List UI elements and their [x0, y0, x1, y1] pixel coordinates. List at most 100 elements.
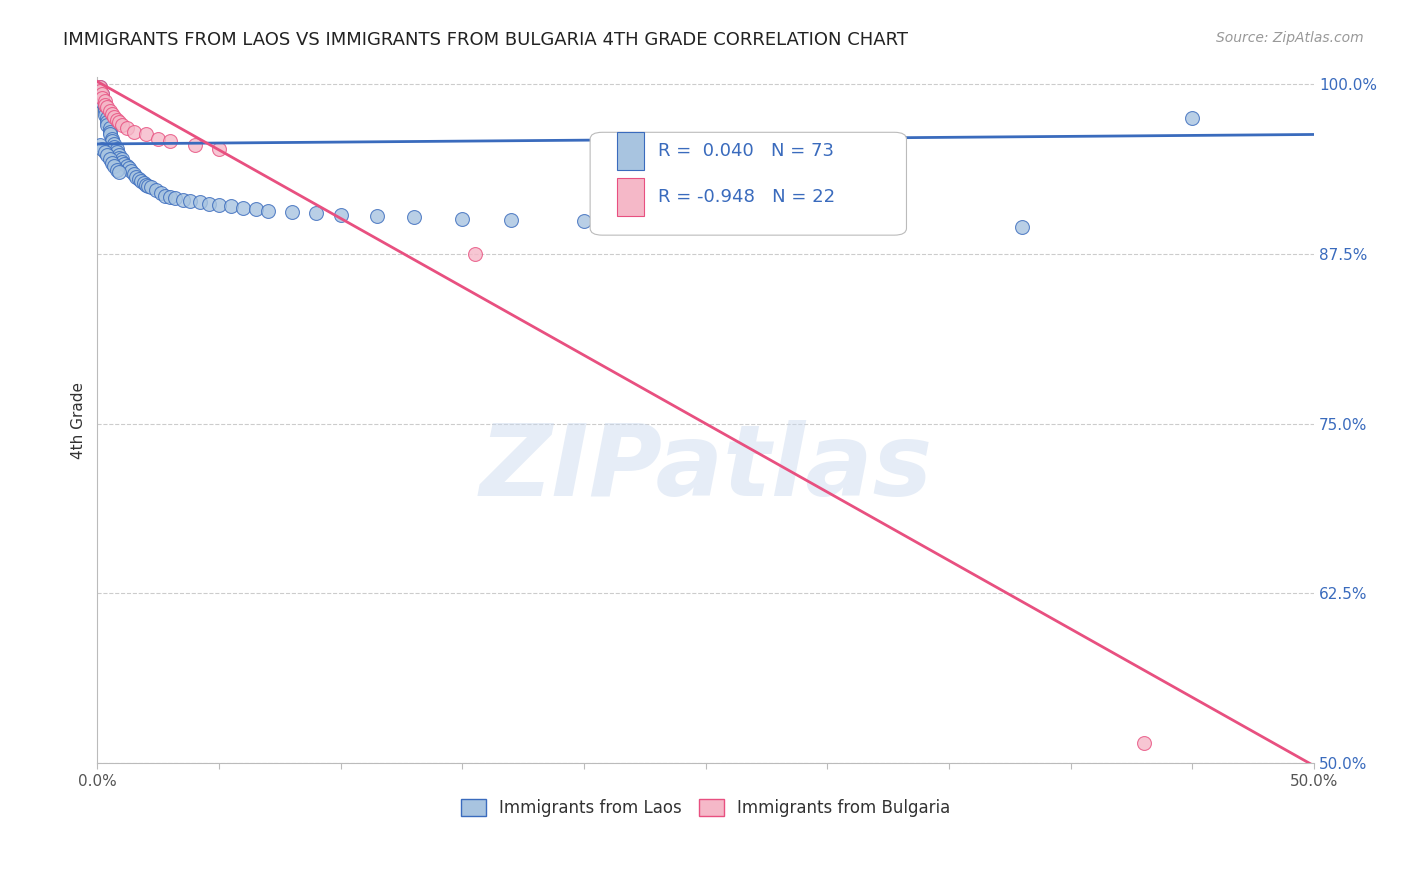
Point [103, 110, 125, 124]
Point [159, 190, 181, 204]
Point [183, 138, 205, 153]
Point [115, 159, 138, 173]
Point [139, 180, 162, 194]
Text: ZIPatlas: ZIPatlas [479, 420, 932, 516]
Point [135, 178, 157, 192]
Point [148, 131, 170, 145]
Point [101, 131, 124, 145]
Point [122, 125, 145, 139]
Point [103, 136, 125, 151]
Point [132, 177, 155, 191]
Point [865, 219, 887, 233]
Point [402, 211, 425, 225]
Point [256, 203, 278, 218]
Point [91, 142, 114, 156]
Point [93, 145, 115, 160]
Point [112, 157, 135, 171]
Point [108, 115, 131, 129]
Point [96, 100, 118, 114]
Point [101, 156, 124, 170]
Point [451, 211, 474, 226]
Point [96, 118, 118, 132]
Point [108, 148, 131, 162]
Point [172, 193, 194, 207]
Point [111, 154, 134, 169]
Point [89, 138, 111, 153]
Point [98, 104, 121, 119]
Point [645, 216, 668, 230]
Point [101, 134, 124, 148]
Point [1132, 736, 1154, 750]
Point [98, 125, 121, 139]
Point [145, 183, 167, 197]
Point [198, 196, 221, 211]
Point [91, 91, 114, 105]
Point [115, 120, 138, 135]
Point [281, 205, 304, 219]
Point [305, 206, 328, 220]
Point [149, 186, 172, 200]
Point [93, 97, 115, 112]
Point [111, 152, 134, 166]
Point [89, 84, 111, 98]
Point [91, 87, 114, 101]
Point [128, 172, 150, 186]
Point [208, 142, 231, 156]
Point [105, 145, 128, 160]
Point [111, 118, 134, 132]
Point [138, 179, 160, 194]
Point [93, 97, 115, 112]
Text: R =  0.040   N = 73: R = 0.040 N = 73 [658, 142, 834, 161]
Point [105, 142, 128, 156]
Point [98, 120, 121, 135]
Point [101, 107, 124, 121]
Point [129, 174, 152, 188]
Point [125, 169, 148, 184]
FancyBboxPatch shape [591, 132, 907, 235]
Point [91, 95, 114, 109]
Point [105, 162, 128, 177]
Point [103, 139, 125, 153]
Point [89, 79, 111, 94]
Text: Source: ZipAtlas.com: Source: ZipAtlas.com [1216, 31, 1364, 45]
Point [93, 104, 115, 119]
Point [108, 165, 131, 179]
Point [89, 84, 111, 98]
FancyBboxPatch shape [617, 178, 644, 216]
Text: IMMIGRANTS FROM LAOS VS IMMIGRANTS FROM BULGARIA 4TH GRADE CORRELATION CHART: IMMIGRANTS FROM LAOS VS IMMIGRANTS FROM … [63, 31, 908, 49]
Legend: Immigrants from Laos, Immigrants from Bulgaria: Immigrants from Laos, Immigrants from Bu… [454, 792, 957, 823]
Point [179, 194, 201, 208]
Point [120, 164, 142, 178]
Point [135, 128, 157, 142]
Point [329, 208, 352, 222]
Point [93, 94, 115, 108]
Point [208, 198, 231, 212]
FancyBboxPatch shape [617, 132, 644, 170]
Point [744, 217, 766, 231]
Point [188, 195, 211, 210]
Point [103, 159, 125, 173]
Point [232, 201, 254, 215]
Point [219, 199, 242, 213]
Point [155, 188, 177, 202]
Point [93, 102, 115, 116]
Point [1011, 219, 1033, 234]
Point [572, 214, 595, 228]
Text: R = -0.948   N = 22: R = -0.948 N = 22 [658, 188, 835, 206]
Point [98, 128, 121, 142]
Point [122, 167, 145, 181]
Point [245, 202, 267, 216]
Y-axis label: 4th Grade: 4th Grade [72, 382, 86, 458]
Point [165, 191, 187, 205]
Point [108, 151, 131, 165]
Point [499, 213, 522, 227]
Point [91, 87, 114, 101]
Point [464, 247, 486, 261]
Point [366, 209, 388, 223]
Point [118, 161, 141, 176]
Point [96, 111, 118, 125]
Point [91, 91, 114, 105]
Point [93, 108, 115, 122]
Point [96, 115, 118, 129]
Point [96, 148, 118, 162]
